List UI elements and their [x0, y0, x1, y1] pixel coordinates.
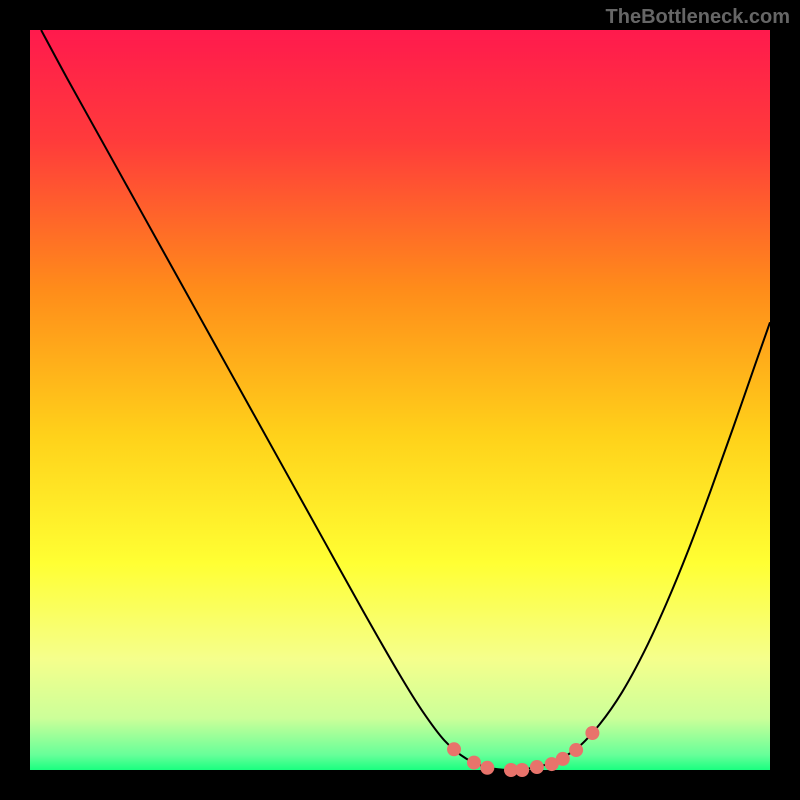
marker-point: [447, 742, 461, 756]
marker-point: [467, 756, 481, 770]
chart-container: TheBottleneck.com: [0, 0, 800, 800]
bottleneck-chart: [0, 0, 800, 800]
watermark-text: TheBottleneck.com: [606, 6, 790, 29]
marker-point: [515, 763, 529, 777]
marker-point: [480, 761, 494, 775]
marker-point: [530, 760, 544, 774]
marker-point: [556, 752, 570, 766]
plot-background: [30, 30, 770, 770]
marker-point: [585, 726, 599, 740]
marker-point: [569, 743, 583, 757]
